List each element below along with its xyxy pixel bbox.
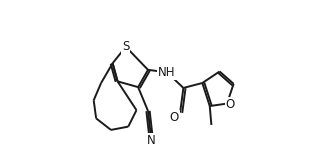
Text: S: S: [122, 40, 130, 53]
Text: O: O: [170, 111, 179, 124]
Text: O: O: [226, 98, 235, 111]
Text: NH: NH: [158, 66, 176, 79]
Text: N: N: [147, 134, 156, 147]
